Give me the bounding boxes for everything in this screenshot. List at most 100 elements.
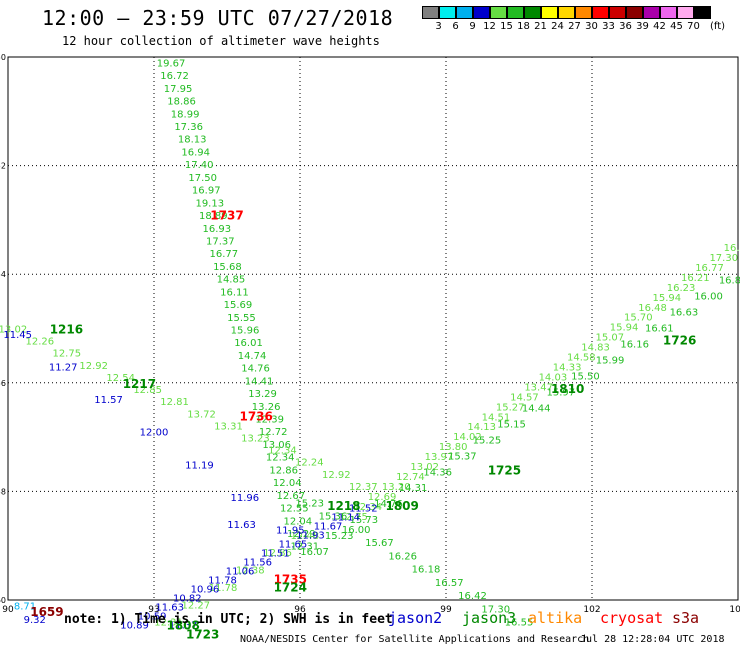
- swh-value: 12.31: [291, 542, 320, 553]
- colorbar-swatch: [473, 6, 490, 19]
- swh-value: 12.54: [106, 373, 135, 384]
- swh-value: 18.13: [178, 135, 207, 146]
- swh-value: 14.76: [241, 364, 270, 375]
- satellite-cryosat: cryosat: [600, 609, 664, 627]
- swh-value: 16.80: [719, 276, 740, 287]
- pass-time-label: 1216: [50, 323, 83, 337]
- swh-value: 17.36: [174, 122, 203, 133]
- swh-value: 11.65: [279, 540, 308, 551]
- swh-value: 15.37: [448, 451, 477, 462]
- colorbar-label: 18: [517, 21, 530, 32]
- swh-value: 13.47: [524, 382, 553, 393]
- colorbar-swatch: [694, 6, 711, 19]
- swh-value: 15.99: [596, 355, 625, 366]
- swh-value: 15.15: [497, 419, 526, 430]
- swh-value: 11.51: [261, 549, 290, 560]
- swh-value: 17.40: [185, 160, 214, 171]
- swh-value: 12.26: [26, 337, 55, 348]
- swh-value: 11.96: [231, 493, 260, 504]
- colorbar-label: 9: [469, 21, 476, 32]
- swh-value: 11.56: [243, 558, 272, 569]
- swh-value: 16.61: [645, 324, 674, 335]
- swh-value: 12.27: [182, 600, 211, 611]
- pass-time-label: 1725: [488, 464, 521, 478]
- swh-value: 12.00: [140, 428, 169, 439]
- colorbar-label: 33: [602, 21, 615, 32]
- swh-value: 12.92: [79, 361, 108, 372]
- swh-value: 8.71: [14, 601, 36, 612]
- swh-value: 14.36: [423, 467, 452, 478]
- swh-value: 14.44: [522, 403, 551, 414]
- swh-value: 16.01: [234, 338, 263, 349]
- swh-value: 12.86: [269, 465, 298, 476]
- swh-value: 14.85: [217, 275, 246, 286]
- lat-tick-label: -50: [0, 53, 6, 62]
- pass-time-label: 1726: [663, 333, 696, 347]
- swh-value: 13.31: [214, 421, 243, 432]
- swh-value: 16.94: [181, 147, 210, 158]
- swh-value: 13.80: [439, 442, 468, 453]
- colorbar-swatch: [660, 6, 677, 19]
- lon-tick-label: 105: [729, 605, 740, 615]
- swh-value: 12.04: [273, 478, 302, 489]
- swh-value: 15.67: [365, 538, 394, 549]
- swh-value: 12.31: [154, 618, 183, 629]
- swh-value: 16.16: [620, 340, 649, 351]
- swh-value: 15.55: [227, 313, 256, 324]
- colorbar-unit: (ft): [710, 21, 726, 32]
- swh-value: 18.89: [199, 211, 228, 222]
- swh-value: 16.11: [220, 287, 249, 298]
- swh-value: 19.13: [195, 198, 224, 209]
- lat-tick-label: -58: [0, 487, 6, 496]
- swh-value: 12.75: [52, 349, 81, 360]
- swh-value: 11.63: [227, 520, 256, 531]
- lon-tick-label: 93: [148, 605, 159, 615]
- swh-value: 16.97: [192, 186, 221, 197]
- swh-value: 15.70: [624, 313, 653, 324]
- swh-value: 12.38: [236, 566, 265, 577]
- swh-value: 16.21: [681, 273, 710, 284]
- swh-value: 12.85: [133, 385, 162, 396]
- swh-value: 17.95: [164, 84, 193, 95]
- swh-value: 12.34: [266, 453, 295, 464]
- lat-tick-label: -54: [0, 270, 6, 279]
- swh-value: 14.02: [453, 432, 482, 443]
- swh-value: 16.72: [160, 71, 189, 82]
- lon-tick-label: 99: [440, 605, 452, 615]
- swh-value: 11.19: [185, 460, 214, 471]
- colorbar-swatch: [524, 6, 541, 19]
- lat-tick-label: -60: [0, 596, 6, 605]
- swh-value: 11.45: [3, 330, 32, 341]
- colorbar-label: 36: [619, 21, 632, 32]
- swh-value: 11.95: [276, 525, 305, 536]
- colorbar-swatch: [575, 6, 592, 19]
- colorbar-label: 15: [500, 21, 513, 32]
- swh-value: 16.57: [435, 578, 464, 589]
- swh-value: 12.72: [259, 427, 288, 438]
- swh-value: 11.57: [94, 395, 123, 406]
- swh-value: 12.75: [339, 512, 368, 523]
- swh-value: 12.55: [280, 504, 309, 515]
- swh-value: 13.97: [425, 452, 454, 463]
- lon-tick-label: 90: [2, 605, 14, 615]
- pass-time-label: 1735: [274, 572, 307, 586]
- swh-value: 11.67: [314, 522, 343, 533]
- map-title: 12:00 — 23:59 UTC 07/27/2018: [42, 6, 394, 30]
- swh-value: 15.69: [224, 300, 253, 311]
- swh-value: 14.13: [467, 422, 496, 433]
- swh-value: 16.18: [412, 565, 441, 576]
- swh-value: 11.37: [169, 620, 198, 631]
- swh-value: 10.96: [191, 585, 220, 596]
- swh-value: 19.67: [157, 58, 186, 69]
- swh-value: 15.94: [610, 323, 639, 334]
- pass-time-label: 1217: [123, 377, 156, 391]
- swh-value: 14.76: [374, 499, 403, 510]
- swh-value: 14.31: [399, 483, 428, 494]
- swh-value: 16.42: [458, 591, 487, 602]
- generated-timestamp: Jul 28 12:28:04 UTC 2018: [580, 634, 725, 645]
- colorbar-label: 42: [653, 21, 666, 32]
- swh-value: 16.55: [505, 618, 534, 629]
- swh-value: 12.39: [255, 415, 284, 426]
- colorbar-swatch: [558, 6, 575, 19]
- swh-value: 11.06: [226, 567, 255, 578]
